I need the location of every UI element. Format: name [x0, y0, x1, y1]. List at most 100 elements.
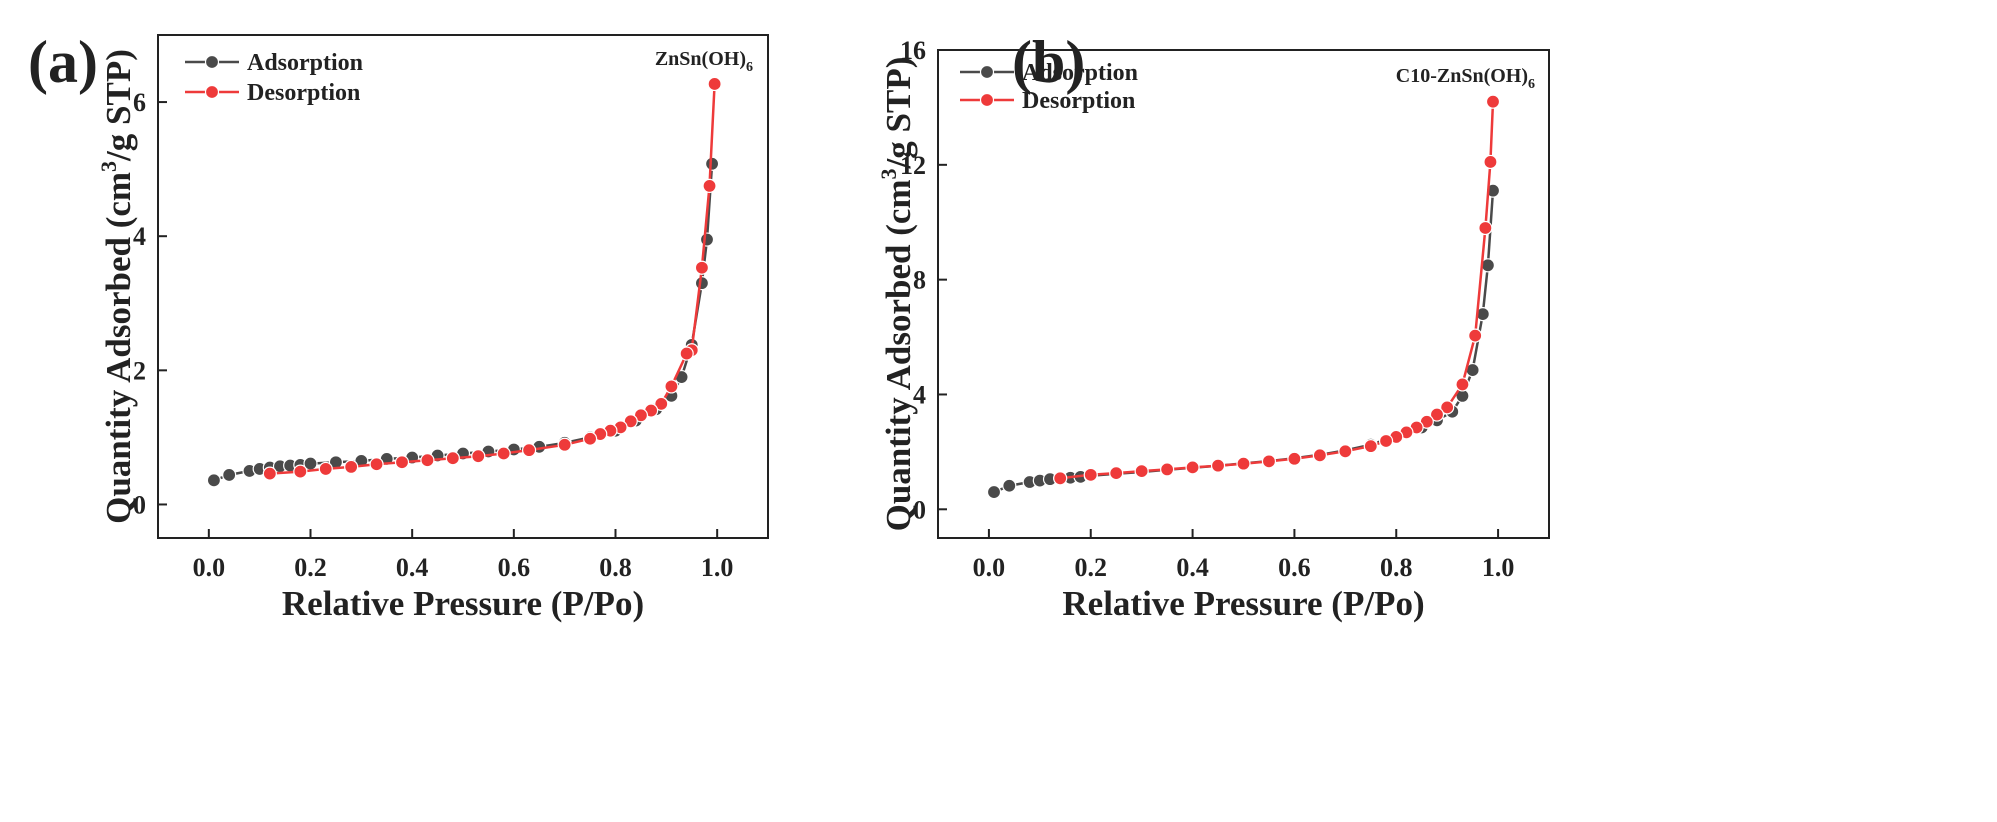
panel-a-adsorption-point — [206, 473, 222, 488]
panel-b-y-tick-label: 12 — [900, 151, 926, 180]
panel-a-desorption-point — [318, 461, 333, 477]
panel-a-desorption-point — [496, 446, 511, 461]
panel-a-ylabel-tail: /g STP) — [99, 49, 138, 162]
panel-a-desorption-point — [369, 457, 384, 472]
panel-a-series — [206, 76, 722, 488]
panel-b-adsorption-line — [993, 190, 1495, 494]
panel-b-legend-desorption-marker — [979, 92, 995, 108]
panel-a-label: (a) — [28, 29, 98, 95]
panel-a-sample-annotation: ZnSn(OH)6 — [655, 48, 753, 75]
panel-b-y-tick-label: 16 — [900, 36, 926, 65]
panel-a-desorption-point — [521, 443, 537, 458]
panel-b-desorption-point — [1468, 328, 1483, 343]
panel-a-desorption-point — [582, 431, 598, 446]
panel-b-x-tick-label: 0.0 — [973, 553, 1006, 582]
panel-a-annotation-main: ZnSn(OH) — [655, 48, 746, 70]
panel-a-desorption-point — [702, 178, 717, 193]
panel-a-x-tick-label: 0.2 — [294, 553, 327, 582]
panel-b-desorption-point — [1483, 154, 1498, 170]
panel-b-desorption-point — [1478, 220, 1493, 236]
panel-b-annotation-main: C10-ZnSn(OH) — [1396, 65, 1528, 87]
panel-b-series — [986, 94, 1501, 500]
panel-b-x-axis-title: Relative Pressure (P/Po) — [1062, 584, 1424, 623]
panel-b-desorption-point — [1134, 464, 1149, 479]
panel-a-desorption-point — [664, 379, 679, 394]
panel-b-adsorption-point — [1485, 183, 1501, 198]
panel-b-desorption-point — [1312, 448, 1327, 463]
panel-b-desorption-point — [1429, 407, 1445, 422]
panel-b-ticks: 0.0 0.2 0.4 0.6 0.8 1.0 0 4 8 12 16 — [900, 36, 1514, 582]
panel-b-desorption-point — [1185, 460, 1200, 475]
panel-b-ylabel-main: Quantity Adsorbed (cm — [879, 179, 918, 531]
panel-a-desorption-point — [557, 437, 572, 452]
panel-b-y-axis-title: Quantity Adsorbed (cm3/g STP) — [876, 57, 918, 532]
panel-b-desorption-point — [1440, 400, 1455, 415]
panel-b-x-tick-label: 0.6 — [1278, 553, 1311, 582]
panel-b-desorption-point — [1083, 467, 1098, 482]
panel-a-legend-adsorption-marker — [204, 54, 220, 70]
panel-a-desorption-point — [293, 464, 308, 479]
panel-a-ylabel-main: Quantity Adsorbed (cm — [99, 172, 138, 524]
panel-b-desorption-point — [1109, 466, 1124, 481]
panel-b-y-tick-label: 0 — [913, 495, 926, 524]
panel-b-legend: Adsorption Desorption — [960, 60, 1138, 114]
panel-a-legend-desorption-marker — [204, 84, 220, 100]
panel-a-y-tick-label: 2 — [133, 356, 146, 385]
panel-a-y-tick-label: 6 — [133, 88, 146, 117]
panel-b-desorption-point — [1160, 462, 1175, 477]
panel-b-label: (b) — [1012, 29, 1085, 95]
panel-a-desorption-point — [654, 396, 669, 411]
panel-a-x-axis-title: Relative Pressure (P/Po) — [282, 584, 644, 623]
panel-a-ticks: 0.0 0.2 0.4 0.6 0.8 1.0 0 2 4 6 — [133, 88, 733, 582]
panel-a-adsorption-point — [699, 232, 715, 247]
panel-b-desorption-point — [1236, 456, 1251, 471]
panel-b-adsorption-point — [986, 484, 1002, 500]
panel-a-desorption-point — [679, 346, 694, 361]
panel-b-legend-desorption-label: Desorption — [1022, 88, 1135, 114]
panel-b-ylabel-sup: 3 — [876, 168, 901, 179]
panel-b-desorption-point — [1287, 451, 1302, 466]
panel-a-desorption-point — [420, 453, 435, 468]
panel-a-annotation-subscript: 6 — [746, 60, 753, 75]
panel-b-y-tick-label: 8 — [913, 266, 926, 295]
panel-a-legend-adsorption-label: Adsorption — [247, 50, 363, 76]
panel-a-x-tick-label: 0.0 — [193, 553, 226, 582]
panel-b-adsorption-point — [1002, 478, 1017, 493]
panel-a-adsorption-point — [222, 467, 237, 483]
panel-b-desorption-point — [1378, 433, 1394, 449]
panel-b-desorption-point — [1053, 471, 1068, 486]
panel-b-legend-adsorption-label: Adsorption — [1022, 60, 1138, 86]
panel-b-annotation-subscript: 6 — [1528, 77, 1535, 92]
panel-a-desorption-point — [262, 466, 277, 481]
panel-b-desorption-point — [1485, 94, 1501, 109]
panel-b-desorption-point — [1455, 377, 1470, 392]
panel-b-desorption-point — [1363, 439, 1378, 454]
panel-b-x-tick-label: 0.2 — [1075, 553, 1108, 582]
panel-b-y-tick-label: 4 — [913, 380, 926, 409]
panel-b-ylabel-tail: /g STP) — [879, 57, 918, 170]
panel-a-y-axis-title: Quantity Adsorbed (cm3/g STP) — [96, 49, 138, 524]
panel-a-adsorption-line — [213, 163, 714, 482]
panel-b-x-tick-label: 0.4 — [1176, 553, 1209, 582]
panel-a-adsorption-point — [694, 276, 710, 291]
panel-b-sample-annotation: C10-ZnSn(OH)6 — [1396, 65, 1535, 92]
panel-a-plot-frame — [157, 34, 769, 539]
panel-b-x-tick-label: 1.0 — [1482, 553, 1515, 582]
panel-b-plot-frame — [937, 49, 1550, 539]
panel-a: (a) 0.0 0.2 0.4 0.6 0.8 1.0 0 2 4 6 Adsorption De… — [28, 29, 769, 623]
panel-b-legend-adsorption-marker — [979, 64, 995, 80]
panel-b-desorption-point — [1210, 458, 1226, 473]
panel-a-x-tick-label: 0.8 — [599, 553, 632, 582]
panel-b: (b) 0.0 0.2 0.4 0.6 0.8 1.0 0 4 8 12 16 Adsorption… — [876, 29, 1550, 623]
panel-b-desorption-point — [1338, 444, 1353, 459]
panel-a-x-tick-label: 1.0 — [701, 553, 734, 582]
panel-a-desorption-point — [445, 451, 460, 466]
panel-b-desorption-point — [1261, 454, 1277, 469]
panel-a-ylabel-sup: 3 — [96, 161, 121, 172]
panel-a-desorption-point — [707, 76, 722, 92]
panel-a-desorption-point — [471, 449, 486, 464]
panel-a-legend: Adsorption Desorption — [185, 50, 363, 106]
panel-a-y-tick-label: 4 — [133, 222, 146, 251]
panel-a-y-tick-label: 0 — [133, 490, 146, 519]
